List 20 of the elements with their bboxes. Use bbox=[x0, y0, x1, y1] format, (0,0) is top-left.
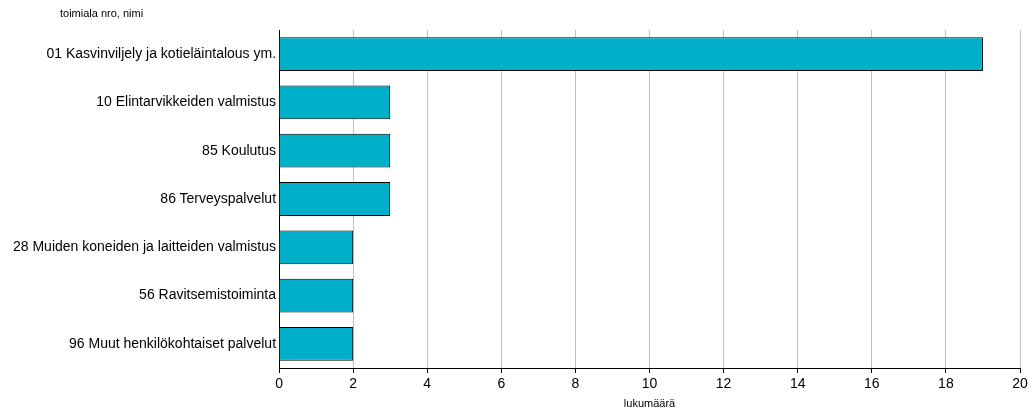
x-tick-label: 2 bbox=[349, 375, 358, 392]
x-tick-label: 6 bbox=[497, 375, 506, 392]
x-tick-label: 12 bbox=[715, 375, 732, 392]
x-tick-label: 16 bbox=[864, 375, 880, 392]
x-tick-label: 0 bbox=[275, 375, 284, 392]
y-tick-label: 96 Muut henkilökohtaiset palvelut bbox=[69, 334, 277, 351]
y-tick-label: 86 Terveyspalvelut bbox=[160, 189, 277, 206]
y-tick-label: 85 Koulutus bbox=[202, 141, 277, 158]
x-tick-label: 4 bbox=[423, 375, 432, 392]
x-tick-label: 20 bbox=[1012, 375, 1028, 392]
x-tick-label: 10 bbox=[641, 375, 658, 392]
y-tick-label: 10 Elintarvikkeiden valmistus bbox=[96, 93, 277, 110]
y-tick-label: 56 Ravitsemistoiminta bbox=[139, 286, 277, 303]
y-axis-title: toimiala nro, nimi bbox=[60, 6, 144, 19]
x-tick-label: 14 bbox=[789, 375, 806, 392]
x-tick-label: 18 bbox=[938, 375, 954, 392]
y-tick-label: 01 Kasvinviljely ja kotieläintalous ym. bbox=[46, 45, 277, 61]
y-tick-label: 28 Muiden koneiden ja laitteiden valmistus bbox=[13, 238, 277, 255]
x-tick-label: 8 bbox=[571, 375, 580, 392]
x-axis-title: lukumäärä bbox=[623, 397, 677, 410]
